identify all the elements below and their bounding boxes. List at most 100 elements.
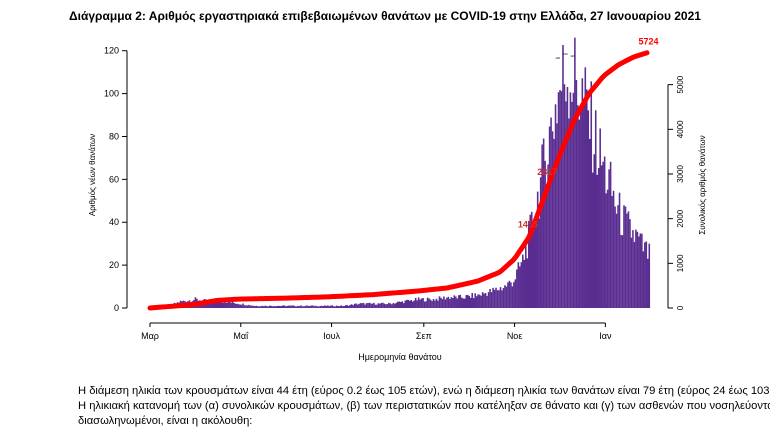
bar-day	[447, 296, 450, 308]
bar-day	[469, 297, 472, 308]
bar-day	[522, 254, 524, 308]
bar-day	[542, 138, 545, 308]
cumulative-annotation: 2817	[537, 167, 557, 177]
bar-day	[349, 304, 351, 308]
bar-day	[397, 301, 399, 308]
bar-day	[261, 305, 264, 308]
bar-day	[548, 126, 551, 308]
bar-day	[590, 81, 593, 308]
bar-day	[599, 128, 601, 308]
bar-day	[255, 305, 258, 308]
bar-day	[221, 302, 223, 308]
bar-day	[480, 295, 482, 308]
bar-day	[577, 105, 579, 308]
bar-day	[493, 289, 496, 308]
bar-day	[382, 302, 384, 308]
bar-day	[641, 233, 643, 308]
left-y-axis: 0 20 40 60 80 100 120	[104, 46, 128, 313]
paragraph-intubated: διασωληνωμένοι, είναι η ακόλουθη:	[78, 415, 253, 427]
bar-day	[591, 172, 594, 308]
bar-day	[401, 301, 404, 308]
bar-day	[435, 298, 438, 308]
bar-day	[431, 300, 433, 308]
bar-day	[572, 92, 575, 309]
bar-day	[222, 302, 225, 308]
bar-day	[437, 300, 439, 308]
bar-day	[316, 306, 319, 308]
bar-day	[352, 305, 354, 308]
bar-day	[350, 304, 353, 308]
bar-day	[368, 302, 371, 308]
bar-day	[309, 305, 311, 308]
bar-day	[410, 300, 412, 308]
bar-day	[511, 286, 514, 308]
bar-day	[456, 298, 459, 308]
bar-day	[597, 168, 600, 308]
bar-day	[635, 229, 637, 308]
bar-day	[212, 301, 215, 308]
bar-day	[532, 225, 534, 308]
bar-day	[237, 304, 240, 308]
bar-day	[245, 305, 247, 308]
bar-day	[327, 305, 329, 308]
bar-day	[413, 300, 415, 308]
bar-day	[568, 118, 570, 308]
bar-day	[300, 305, 302, 308]
bar-day	[343, 305, 346, 308]
bar-day	[419, 299, 421, 308]
bar-day	[341, 306, 344, 308]
bar-day	[514, 279, 517, 308]
bar-day	[554, 104, 557, 308]
x-axis: Μαρ Μαΐ Ιουλ Σεπ Νοε Ιαν	[141, 322, 612, 341]
bar-day	[298, 306, 301, 308]
bar-day	[562, 45, 564, 308]
bar-day	[452, 297, 454, 308]
bar-day	[629, 219, 631, 308]
bar-day	[213, 302, 216, 308]
bar-day	[218, 302, 221, 308]
bar-day	[468, 295, 471, 308]
bar-day	[347, 305, 350, 308]
right-y-axis: 0 1000 2000 3000 4000 5000	[667, 75, 685, 310]
bar-day	[566, 87, 569, 309]
bar-day	[501, 290, 503, 308]
bar-day	[565, 101, 567, 309]
bar-day	[370, 303, 372, 308]
bar-day	[530, 211, 533, 308]
bar-day	[440, 297, 442, 308]
bar-day	[638, 236, 640, 308]
bar-day	[337, 306, 340, 308]
bar-day	[633, 241, 636, 308]
bar-day	[344, 305, 347, 308]
x-tick-label: Ιαν	[599, 331, 612, 341]
bar-day	[228, 302, 231, 308]
bar-day	[336, 305, 338, 308]
bar-day	[288, 305, 290, 308]
bar-day	[441, 299, 444, 308]
bar-day	[618, 192, 621, 308]
bar-day	[484, 293, 487, 308]
bar-day	[504, 285, 506, 308]
bar-day	[376, 304, 378, 308]
bar-day	[385, 304, 387, 308]
bar-day	[608, 169, 610, 308]
bar-day	[560, 91, 563, 308]
bar-day	[462, 298, 465, 308]
bar-day	[392, 303, 395, 308]
bar-day	[438, 296, 441, 308]
bar-day	[291, 305, 293, 308]
bar-day	[321, 305, 323, 308]
bar-value-label: 116	[570, 54, 575, 58]
bar-day	[374, 304, 377, 308]
bar-day	[423, 301, 426, 308]
bar-value-label: 120	[555, 56, 560, 60]
bar-day	[307, 306, 310, 308]
bar-day	[263, 306, 265, 308]
bar-day	[364, 304, 366, 308]
bar-day	[639, 233, 642, 308]
bar-day	[450, 297, 453, 308]
right-tick-label: 5000	[676, 75, 685, 93]
bar-day	[219, 301, 222, 308]
bar-day	[331, 305, 334, 308]
bar-day	[209, 301, 212, 308]
